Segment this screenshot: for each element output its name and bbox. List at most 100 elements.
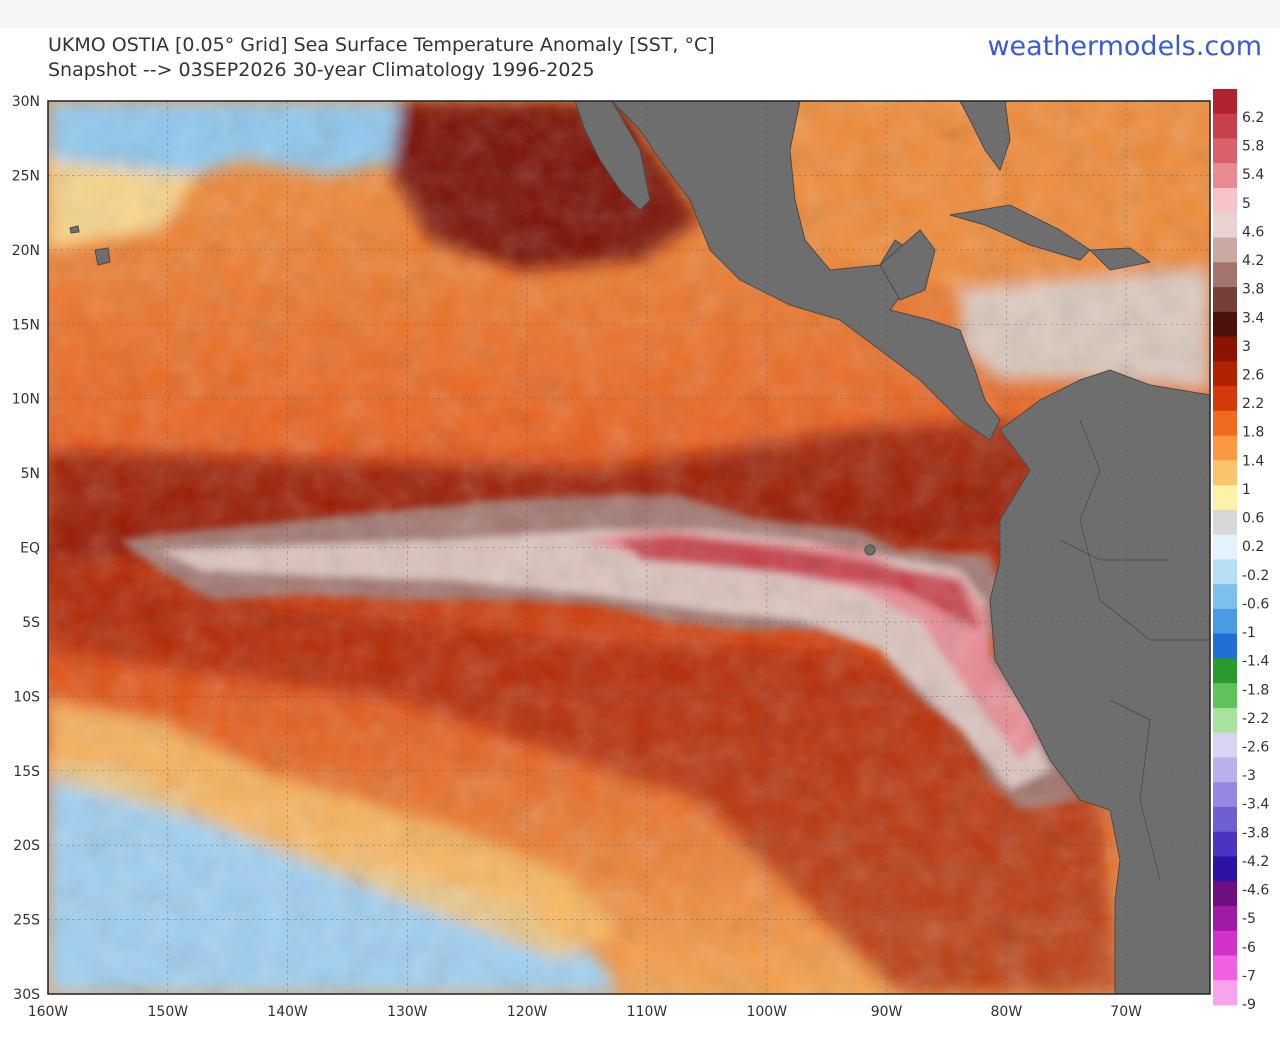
colorbar-label: -3 — [1242, 768, 1256, 784]
lon-tick-label: 110W — [627, 1004, 668, 1020]
colorbar-label: -5 — [1242, 911, 1256, 927]
colorbar-cell — [1213, 163, 1237, 189]
lat-tick-label: 15N — [12, 317, 40, 333]
colorbar-label: -1.4 — [1242, 654, 1269, 670]
land-masses — [69, 101, 1210, 994]
colorbar-cell — [1213, 980, 1237, 1006]
colorbar-cell — [1213, 138, 1237, 164]
colorbar-cell — [1213, 658, 1237, 684]
colorbar-label: 1.8 — [1242, 425, 1264, 441]
lat-tick-label: 5N — [21, 466, 40, 482]
colorbar-label: -1.8 — [1242, 682, 1269, 698]
lon-tick-label: 90W — [871, 1004, 903, 1020]
lat-tick-label: 20S — [13, 838, 40, 854]
colorbar-cell — [1213, 188, 1237, 214]
colorbar-label: 3.4 — [1242, 310, 1264, 326]
lat-tick-label: 30N — [12, 94, 40, 110]
colorbar-label: -0.6 — [1242, 596, 1269, 612]
lat-tick-label: 5S — [22, 615, 40, 631]
colorbar-label: -9 — [1242, 997, 1256, 1013]
colorbar-cell — [1213, 237, 1237, 263]
lon-tick-label: 120W — [507, 1004, 548, 1020]
map-frame — [47, 100, 1211, 995]
colorbar-label: -3.8 — [1242, 825, 1269, 841]
colorbar-cell — [1213, 905, 1237, 932]
colorbar-label: -3.4 — [1242, 797, 1269, 813]
colorbar-label: 2.2 — [1242, 396, 1264, 412]
colorbar-cell — [1213, 262, 1237, 288]
lat-tick-label: 20N — [12, 243, 40, 259]
colorbar-label: 5.4 — [1242, 167, 1264, 183]
colorbar-cell — [1213, 881, 1237, 907]
colorbar-cell — [1213, 361, 1237, 387]
colorbar-cell — [1213, 485, 1237, 511]
colorbar-cell — [1213, 732, 1237, 758]
site-logo-text[interactable]: weathermodels.com — [987, 31, 1262, 62]
colorbar-cell — [1213, 113, 1237, 140]
colorbar-label: -4.2 — [1242, 854, 1269, 870]
colorbar-cell — [1213, 707, 1237, 734]
colorbar-cell — [1213, 683, 1237, 709]
colorbar-label: 5 — [1242, 196, 1251, 212]
graticule — [48, 101, 1210, 994]
colorbar-cell — [1213, 584, 1237, 610]
colorbar-cell — [1213, 782, 1237, 808]
colorbar-cell — [1213, 311, 1237, 338]
colorbar-label: 3 — [1242, 339, 1251, 355]
colorbar-cell — [1213, 806, 1237, 833]
colorbar-label: 1 — [1242, 482, 1251, 498]
colorbar-label: 4.2 — [1242, 253, 1264, 269]
colorbar-label: 3.8 — [1242, 282, 1264, 298]
colorbar-label: -7 — [1242, 968, 1256, 984]
lon-tick-label: 130W — [387, 1004, 428, 1020]
lon-tick-label: 160W — [28, 1004, 69, 1020]
lat-tick-label: 10N — [12, 392, 40, 408]
lon-tick-label: 70W — [1110, 1004, 1142, 1020]
colorbar-cell — [1213, 336, 1237, 362]
colorbar-label: -2.2 — [1242, 711, 1269, 727]
lat-tick-label: EQ — [20, 541, 40, 557]
colorbar-label: 4.6 — [1242, 224, 1264, 240]
colorbar-label: 5.8 — [1242, 139, 1264, 155]
colorbar-cell — [1213, 410, 1237, 437]
colorbar-cell — [1213, 287, 1237, 313]
colorbar-label: 0.2 — [1242, 539, 1264, 555]
colorbar-cell — [1213, 633, 1237, 659]
colorbar-label: 2.6 — [1242, 368, 1264, 384]
colorbar-cell — [1213, 608, 1237, 635]
colorbar-label: -2.6 — [1242, 739, 1269, 755]
colorbar-cell — [1213, 757, 1237, 783]
lat-tick-label: 15S — [13, 764, 40, 780]
colorbar-cell — [1213, 460, 1237, 486]
map-subtitle: Snapshot --> 03SEP2026 30-year Climatolo… — [48, 59, 595, 81]
colorbar-label: -4.6 — [1242, 883, 1269, 899]
colorbar-label: -0.2 — [1242, 568, 1269, 584]
colorbar-label: 1.4 — [1242, 453, 1264, 469]
colorbar-cell — [1213, 930, 1237, 956]
colorbar-cell — [1213, 559, 1237, 585]
colorbar-label: -6 — [1242, 940, 1256, 956]
lon-tick-label: 140W — [267, 1004, 308, 1020]
colorbar-cell — [1213, 386, 1237, 412]
lat-tick-label: 10S — [13, 689, 40, 705]
top-bar — [0, 0, 1280, 28]
colorbar-label: -1 — [1242, 625, 1256, 641]
colorbar-cell — [1213, 212, 1237, 239]
longitude-labels: 160W 150W 140W 130W 120W 110W 100W 90W 80W 70W — [28, 1004, 1142, 1020]
lat-tick-label: 30S — [13, 987, 40, 1003]
colorbar-cell — [1213, 831, 1237, 857]
lat-tick-label: 25N — [12, 168, 40, 184]
colorbar-label: 0.6 — [1242, 511, 1264, 527]
lon-tick-label: 150W — [148, 1004, 189, 1020]
colorbar-cell — [1213, 856, 1237, 882]
lon-tick-label: 80W — [991, 1004, 1023, 1020]
colorbar-cell — [1213, 435, 1237, 461]
colorbar-cell — [1213, 89, 1237, 115]
colorbar-cell — [1213, 955, 1237, 981]
lon-tick-label: 100W — [746, 1004, 787, 1020]
colorbar-label: 6.2 — [1242, 110, 1264, 126]
lat-tick-label: 25S — [13, 913, 40, 929]
colorbar-cell — [1213, 534, 1237, 560]
map-title: UKMO OSTIA [0.05° Grid] Sea Surface Temp… — [48, 34, 715, 56]
